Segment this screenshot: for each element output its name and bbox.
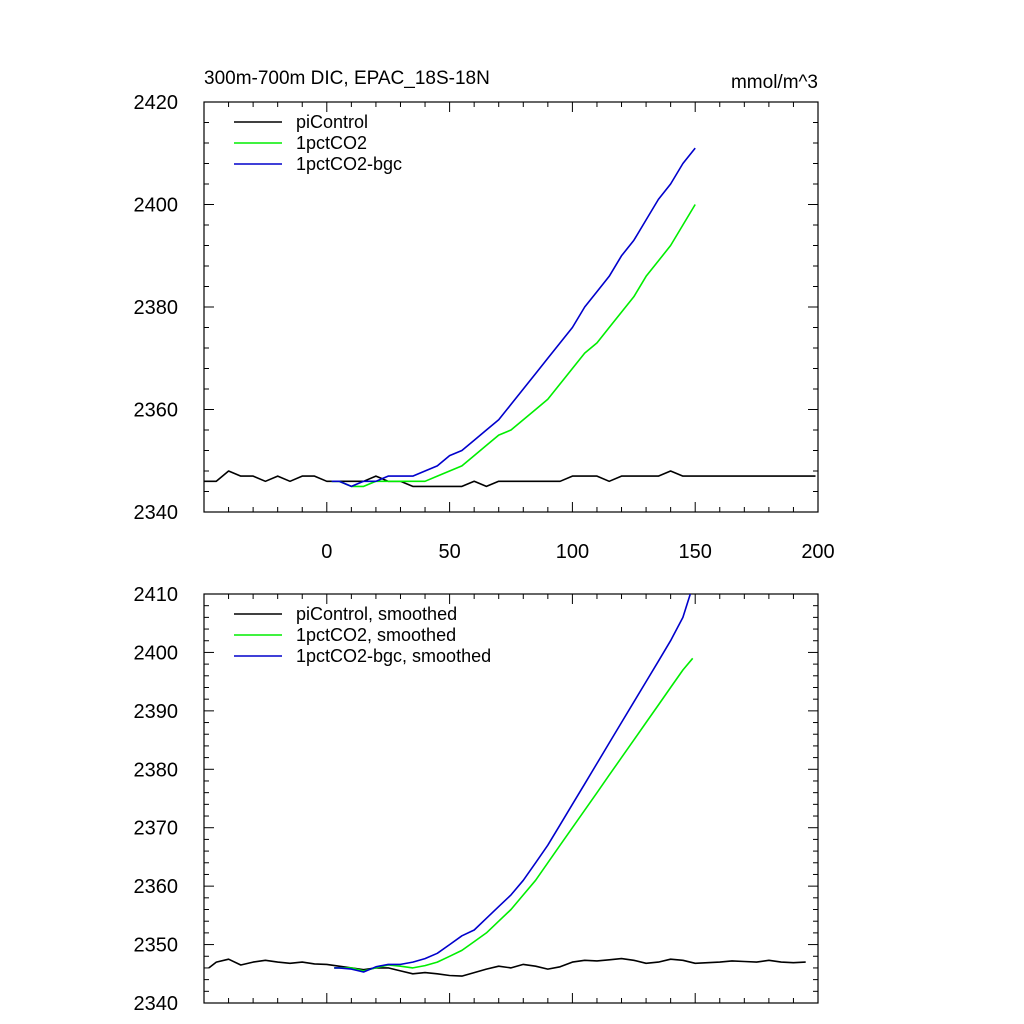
x-tick-label: 0 bbox=[321, 541, 332, 563]
top-panel: 2340 2360 2380 2400 2420 0 50 100 150 200 300m-700… bbox=[134, 68, 835, 563]
y-tick-label: 2380 bbox=[134, 759, 179, 781]
y-tick-label: 2360 bbox=[134, 400, 179, 422]
series-line-picontrol-smoothed bbox=[208, 957, 806, 977]
series-line-picontrol bbox=[204, 470, 816, 488]
legend-label: 1pctCO2, smoothed bbox=[296, 625, 456, 645]
y-tick-label: 2370 bbox=[134, 818, 179, 840]
y-tick-label: 2350 bbox=[134, 935, 179, 957]
legend-label: 1pctCO2-bgc bbox=[296, 154, 402, 174]
legend-label: 1pctCO2 bbox=[296, 133, 367, 153]
chart-units: mmol/m^3 bbox=[731, 72, 818, 93]
legend-label: piControl bbox=[296, 112, 368, 132]
plot-frame bbox=[203, 593, 819, 1004]
y-tick-label: 2340 bbox=[134, 502, 179, 524]
x-tick-label: 50 bbox=[438, 541, 460, 563]
y-tick-label: 2340 bbox=[134, 993, 179, 1015]
series-line-1pctco2 bbox=[331, 204, 696, 488]
y-tick-label: 2420 bbox=[134, 92, 179, 114]
x-tick-label: 200 bbox=[801, 541, 834, 563]
series-line-1pctco2-smoothed bbox=[334, 657, 694, 972]
y-tick-label: 2400 bbox=[134, 195, 179, 217]
series-line-1pctco2-bgc bbox=[331, 147, 696, 488]
series-line-1pctco2-bgc-smoothed bbox=[334, 594, 692, 973]
chart-title: 300m-700m DIC, EPAC_18S-18N bbox=[204, 68, 490, 89]
y-tick-label: 2380 bbox=[134, 297, 179, 319]
x-tick-label: 100 bbox=[556, 541, 589, 563]
legend-label: 1pctCO2-bgc, smoothed bbox=[296, 646, 491, 666]
x-tick-label: 150 bbox=[679, 541, 712, 563]
legend-label: piControl, smoothed bbox=[296, 604, 457, 624]
bottom-panel: 2340 2350 2360 2370 2380 2390 2400 2410 piContro… bbox=[134, 584, 819, 1015]
y-tick-label: 2410 bbox=[134, 584, 179, 606]
y-tick-label: 2390 bbox=[134, 701, 179, 723]
y-tick-label: 2400 bbox=[134, 642, 179, 664]
y-tick-label: 2360 bbox=[134, 876, 179, 898]
